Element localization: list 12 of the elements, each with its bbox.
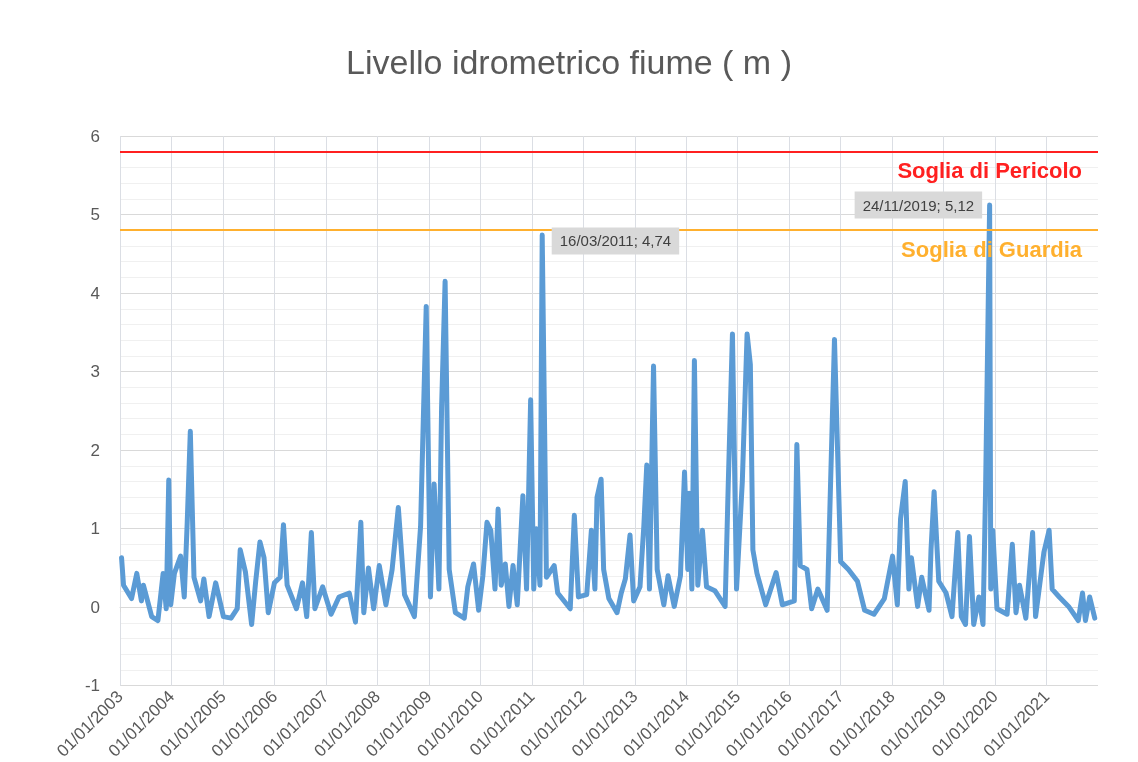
y-tick-label: 4 [90, 283, 100, 303]
ref-line-label: Soglia di Pericolo [897, 158, 1082, 184]
y-tick-label: 2 [90, 440, 100, 460]
y-tick-label: 5 [90, 205, 100, 225]
chart-title: Livello idrometrico fiume ( m ) [346, 43, 792, 81]
y-tick-label: 3 [90, 362, 100, 382]
y-tick-label: 0 [90, 597, 100, 617]
y-tick-label: 1 [90, 519, 100, 539]
annotation: 16/03/2011; 4,74 [559, 232, 672, 250]
annotation: 24/11/2019; 5,12 [862, 196, 975, 214]
y-tick-label: 6 [90, 126, 100, 146]
y-tick-label: -1 [84, 676, 100, 696]
